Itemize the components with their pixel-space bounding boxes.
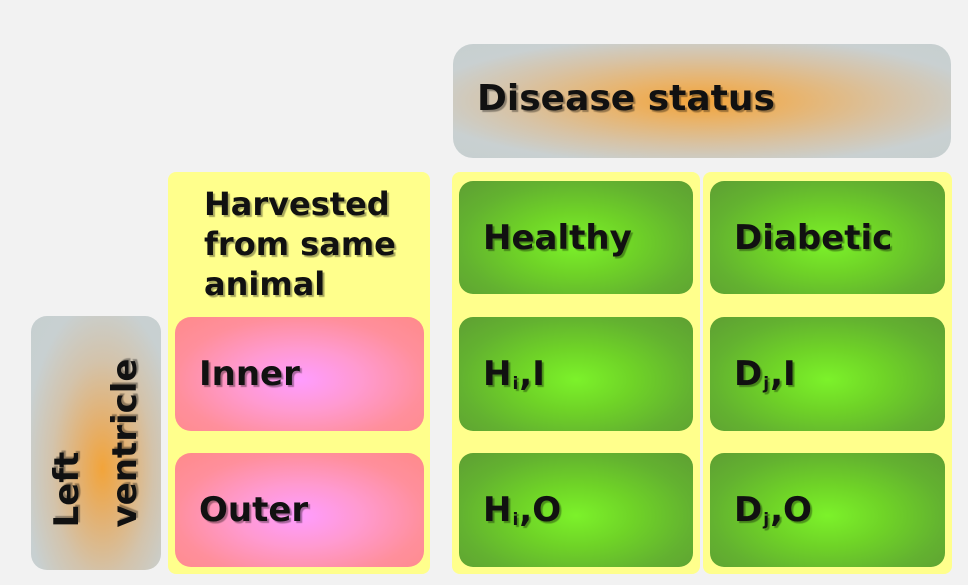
disease-status-title: Disease status bbox=[477, 78, 775, 119]
inner-row-label: Inner bbox=[199, 354, 300, 394]
cell-healthy-inner-label: Hi,I bbox=[483, 354, 545, 394]
left-ventricle-line2: ventricle bbox=[105, 358, 145, 528]
disease-status-header: Disease status bbox=[453, 44, 951, 158]
cell-diabetic-outer: Dj,O bbox=[710, 453, 945, 567]
cell-diabetic-outer-label: Dj,O bbox=[734, 490, 812, 530]
cell-diabetic-inner-label: Dj,I bbox=[734, 354, 796, 394]
cell-healthy-outer: Hi,O bbox=[459, 453, 693, 567]
harvest-note-line1: Harvested bbox=[204, 185, 390, 223]
diabetic-header: Diabetic bbox=[710, 181, 945, 294]
cell-healthy-outer-label: Hi,O bbox=[483, 490, 562, 530]
inner-row-header: Inner bbox=[175, 317, 424, 431]
healthy-header: Healthy bbox=[459, 181, 693, 294]
left-ventricle-box: Left ventricle bbox=[31, 316, 161, 570]
outer-row-header: Outer bbox=[175, 453, 424, 567]
outer-row-label: Outer bbox=[199, 490, 309, 530]
diabetic-header-label: Diabetic bbox=[734, 217, 893, 258]
cell-healthy-inner: Hi,I bbox=[459, 317, 693, 431]
harvest-note-line2: from same bbox=[204, 225, 396, 263]
healthy-header-label: Healthy bbox=[483, 217, 632, 258]
harvest-note-line3: animal bbox=[204, 265, 326, 303]
left-ventricle-line1: Left bbox=[47, 451, 87, 528]
harvest-note: Harvested from same animal bbox=[204, 184, 396, 304]
cell-diabetic-inner: Dj,I bbox=[710, 317, 945, 431]
